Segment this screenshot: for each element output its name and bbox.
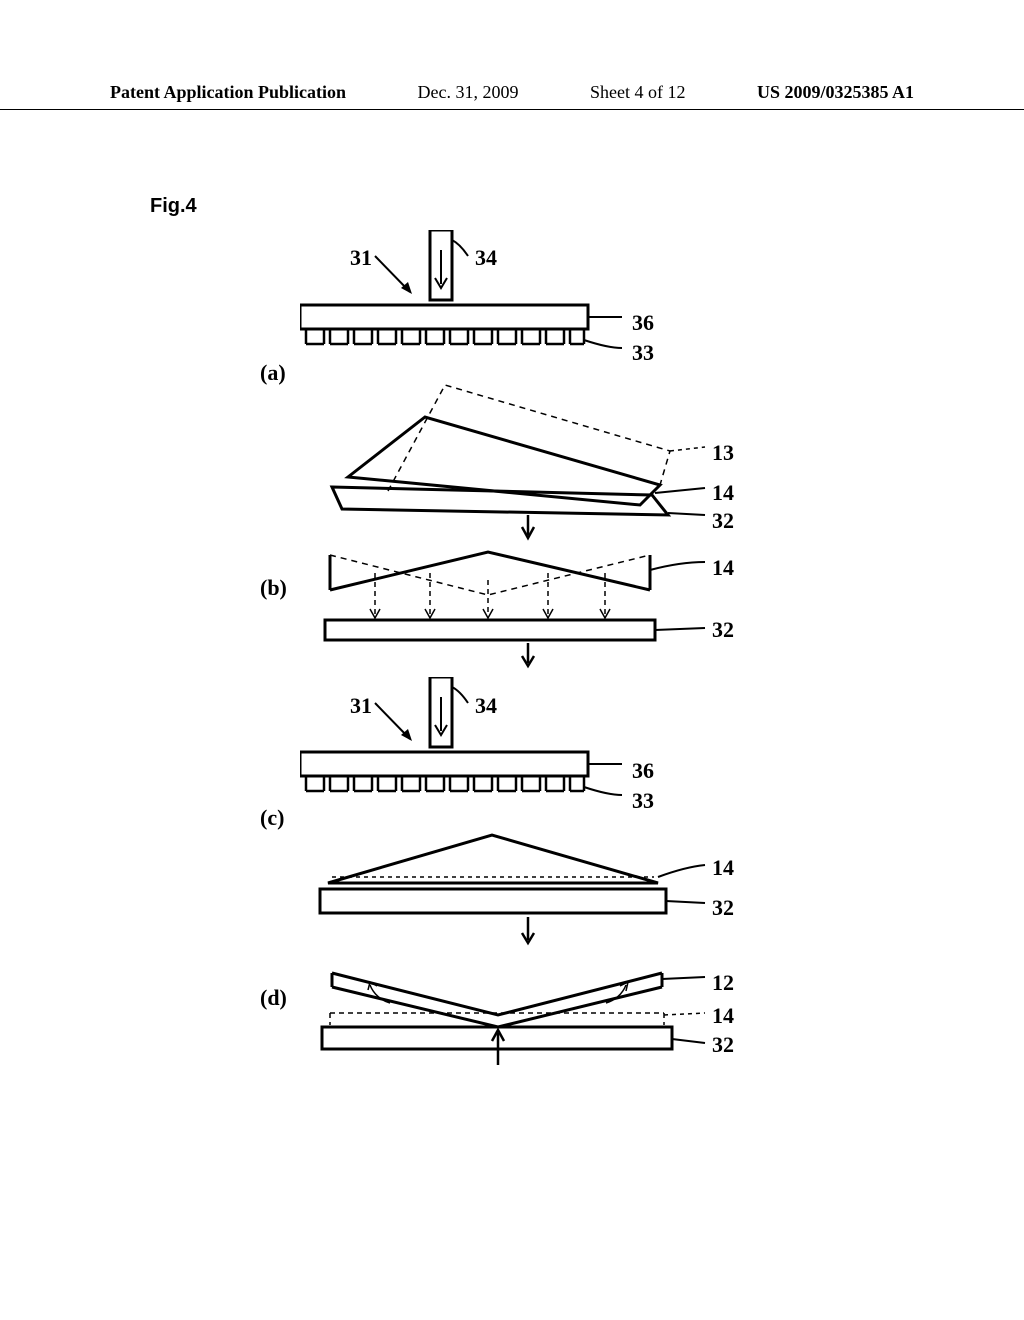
header-row: Patent Application Publication Dec. 31, … <box>0 82 1024 109</box>
panel-c-press-svg <box>300 677 640 837</box>
panel-c-wedge-svg <box>300 825 720 955</box>
panel-a-lower-svg <box>300 375 720 545</box>
panel-b-svg <box>300 540 720 670</box>
page-header: Patent Application Publication Dec. 31, … <box>0 82 1024 110</box>
panel-d-svg <box>300 955 720 1075</box>
figure-label: Fig.4 <box>150 195 197 218</box>
sheet-num: Sheet 4 of 12 <box>590 82 685 103</box>
pub-type: Patent Application Publication <box>110 82 346 103</box>
pub-number: US 2009/0325385 A1 <box>757 82 914 103</box>
figure-area <box>0 230 1024 1190</box>
pub-date: Dec. 31, 2009 <box>418 82 519 103</box>
panel-a-svg <box>300 230 640 390</box>
